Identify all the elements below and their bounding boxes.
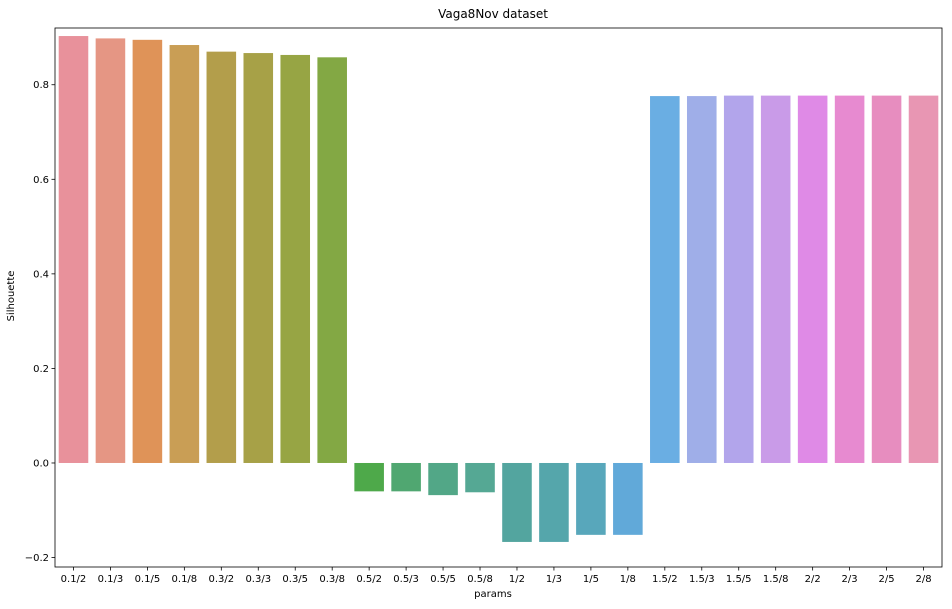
x-tick-label: 0.1/3	[98, 574, 124, 585]
bar-2-2	[797, 95, 828, 463]
bar-0-3-2	[206, 51, 237, 463]
bar-1-5	[576, 462, 606, 535]
bar-2-3	[834, 95, 865, 463]
x-tick-label: 1/5	[583, 574, 599, 585]
x-tick-label: 2/2	[805, 574, 821, 585]
x-tick-label: 0.5/5	[430, 574, 456, 585]
bar-0-5-2	[354, 462, 384, 492]
bar-0-3-5	[280, 54, 311, 463]
bar-1-3	[539, 462, 569, 542]
x-tick-label: 2/8	[915, 574, 931, 585]
x-tick-label: 0.3/2	[208, 574, 234, 585]
x-tick-label: 1/3	[546, 574, 562, 585]
bar-0-1-5	[132, 39, 163, 463]
y-tick-label: 0.4	[33, 269, 49, 280]
x-tick-label: 0.3/3	[245, 574, 271, 585]
x-axis-label: params	[474, 589, 512, 600]
bar-2-8	[908, 95, 939, 463]
bar-1-2	[502, 462, 532, 542]
y-tick-label: 0.6	[33, 175, 49, 186]
bar-1-5-2	[650, 96, 680, 463]
x-axis-ticks: 0.1/2 0.1/3 0.1/5 0.1/8 0.3/2 0.3/3 0.3/5 0.3/8…	[61, 567, 932, 585]
y-tick-label: 0.2	[33, 364, 49, 375]
bar-0-5-5	[428, 462, 458, 496]
x-tick-label: 0.3/5	[282, 574, 308, 585]
bar-1-5-3	[686, 96, 717, 463]
plot-frame	[54, 27, 943, 568]
x-tick-label: 0.1/2	[61, 574, 87, 585]
bar-1-5-5	[723, 95, 754, 463]
bar-0-1-2	[58, 36, 89, 463]
y-axis-ticks: −0.2 0.0 0.2 0.4 0.6 0.8	[25, 80, 55, 564]
bar-1-8	[613, 462, 643, 535]
x-tick-label: 0.5/2	[356, 574, 382, 585]
bar-0-1-3	[95, 38, 126, 463]
x-tick-label: 1/2	[509, 574, 525, 585]
x-tick-label: 1.5/8	[763, 574, 789, 585]
x-tick-label: 1.5/5	[726, 574, 752, 585]
bar-1-5-8	[760, 95, 791, 463]
x-tick-label: 1.5/3	[689, 574, 715, 585]
y-axis-label: Silhouette	[6, 271, 17, 322]
y-tick-label: 0.0	[33, 458, 49, 469]
x-tick-label: 2/5	[879, 574, 895, 585]
x-tick-label: 0.3/8	[319, 574, 345, 585]
y-tick-label: 0.8	[33, 80, 49, 91]
x-tick-label: 1/8	[620, 574, 636, 585]
bars-group	[58, 36, 939, 542]
bar-0-3-3	[243, 53, 274, 463]
x-tick-label: 2/3	[842, 574, 858, 585]
bar-0-5-8	[465, 462, 495, 493]
x-tick-label: 1.5/2	[652, 574, 678, 585]
bar-2-5	[871, 95, 902, 463]
bar-0-5-3	[391, 462, 421, 492]
bar-0-1-8	[169, 45, 200, 463]
chart-title: Vaga8Nov dataset	[438, 7, 548, 21]
x-tick-label: 0.5/8	[467, 574, 493, 585]
x-tick-label: 0.5/3	[393, 574, 419, 585]
y-tick-label: −0.2	[25, 553, 49, 564]
x-tick-label: 0.1/5	[135, 574, 161, 585]
bar-0-3-8	[317, 57, 347, 463]
x-tick-label: 0.1/8	[172, 574, 198, 585]
